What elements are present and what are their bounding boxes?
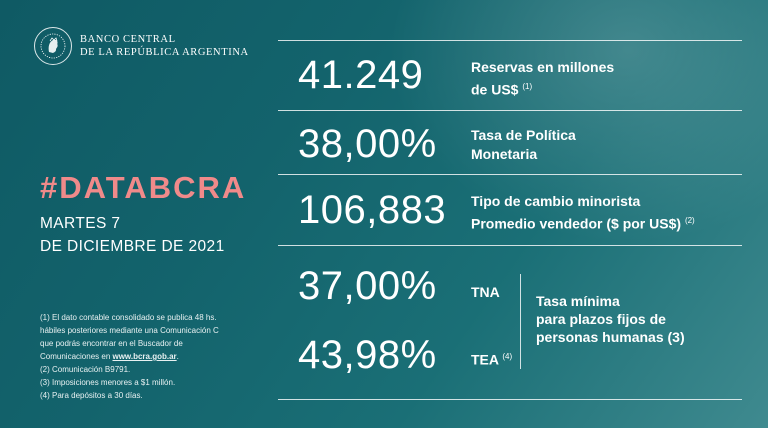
reservas-label-line1: Reservas en millones	[471, 59, 615, 75]
tasa-politica-label: Tasa de Política Monetaria	[471, 126, 576, 164]
footnote-1d-prefix: Comunicaciones en	[40, 352, 113, 361]
date-line-2: DE DICIEMBRE DE 2021	[40, 238, 225, 255]
tea-value: 43,98%	[298, 333, 437, 377]
reservas-label: Reservas en millones de US$ (1)	[471, 58, 614, 100]
footnote-1a: (1) El dato contable consolidado se publ…	[40, 313, 217, 322]
reservas-label-line2-wrap: de US$ (1)	[471, 77, 614, 100]
footnote-4: (4) Para depósitos a 30 días.	[40, 391, 143, 400]
bank-name-line2: DE LA REPÚBLICA ARGENTINA	[80, 47, 249, 58]
reservas-label-line2: de US$	[471, 81, 519, 98]
tna-tea-bracket-line	[520, 274, 521, 369]
liberty-head-medallion-icon	[34, 27, 72, 65]
divider-2	[278, 174, 742, 175]
tna-label: TNA	[471, 284, 500, 300]
tipo-cambio-note: (2)	[684, 216, 695, 225]
footnote-1b: hábiles posteriores mediante una Comunic…	[40, 326, 219, 335]
bcra-logo: BANCO CENTRAL DE LA REPÚBLICA ARGENTINA	[34, 27, 249, 65]
footnote-1c: que podrás encontrar en el Buscador de	[40, 339, 183, 348]
tea-label: TEA	[471, 351, 499, 368]
tasa-politica-label-line1: Tasa de Política	[471, 127, 576, 143]
tasa-politica-value: 38,00%	[298, 122, 437, 166]
tea-note: (4)	[502, 352, 513, 361]
footnote-3: (3) Imposiciones menores a $1 millón.	[40, 378, 176, 387]
footnotes: (1) El dato contable consolidado se publ…	[40, 311, 280, 402]
tipo-cambio-label-line1: Tipo de cambio minorista	[471, 193, 641, 209]
reservas-note: (1)	[522, 82, 533, 91]
reservas-value: 41.249	[298, 53, 424, 97]
plazo-fijo-label-line2: para plazos fijos de	[536, 311, 666, 327]
footnote-1d: Comunicaciones en www.bcra.gob.ar.	[40, 350, 280, 363]
divider-1	[278, 110, 742, 111]
footnote-2: (2) Comunicación B9791.	[40, 365, 131, 374]
tipo-cambio-label: Tipo de cambio minorista Promedio vended…	[471, 192, 695, 234]
footnote-1d-suffix: .	[176, 352, 179, 361]
divider-top	[278, 40, 742, 41]
plazo-fijo-label-line1: Tasa mínima	[536, 293, 620, 309]
bcra-website-link[interactable]: www.bcra.gob.ar	[112, 352, 177, 361]
tna-value: 37,00%	[298, 264, 437, 308]
divider-bottom	[278, 399, 742, 400]
tipo-cambio-value: 106,883	[298, 188, 447, 232]
plazo-fijo-note: (3)	[667, 329, 685, 345]
plazo-fijo-label: Tasa mínima para plazos fijos de persona…	[536, 292, 685, 346]
tipo-cambio-label-line2-wrap: Promedio vendedor ($ por US$) (2)	[471, 211, 695, 234]
date-line-1: MARTES 7	[40, 215, 121, 232]
tasa-politica-label-line2: Monetaria	[471, 146, 538, 162]
plazo-fijo-label-line3-wrap: personas humanas (3)	[536, 328, 685, 346]
divider-3	[278, 245, 742, 246]
tipo-cambio-label-line2: Promedio vendedor ($ por US$)	[471, 215, 682, 232]
bank-name-line1: BANCO CENTRAL	[80, 34, 176, 45]
hashtag-title: #DATABCRA	[40, 170, 247, 205]
plazo-fijo-label-line3: personas humanas	[536, 329, 664, 345]
tea-label-wrap: TEA (4)	[471, 347, 512, 370]
